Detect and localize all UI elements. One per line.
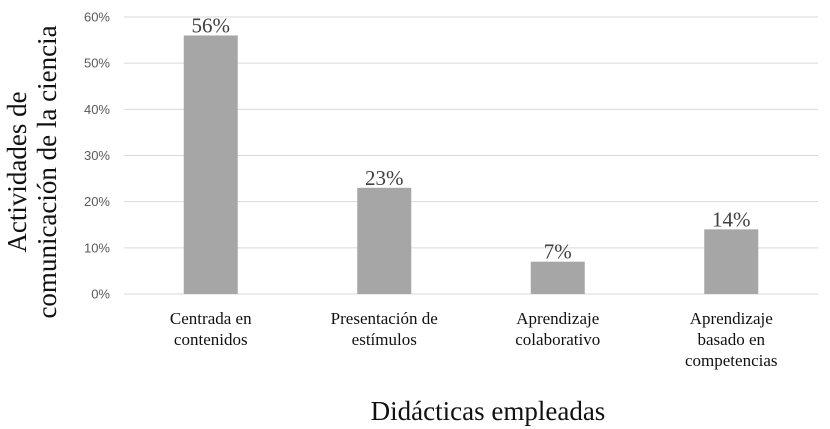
y-axis-ticks: 0% 10% 20% 30% 40% 50% 60% — [84, 10, 110, 302]
y-axis-title-line: Actividades de — [2, 91, 32, 252]
y-tick-label: 0% — [91, 287, 110, 302]
y-tick-label: 50% — [84, 56, 110, 71]
data-label: 23% — [365, 166, 404, 190]
x-axis-categories: Centrada en contenidos Presentación de estí… — [170, 309, 778, 370]
category-label-line: colaborativo — [515, 330, 600, 349]
y-tick-label: 10% — [84, 240, 110, 255]
y-axis-title: Actividades decomunicación de la ciencia — [2, 25, 62, 318]
bar — [183, 35, 238, 294]
gridlines — [124, 16, 818, 295]
y-tick-label: 20% — [84, 194, 110, 209]
category-label: Presentación de estímulos — [331, 309, 438, 349]
y-tick-label: 60% — [84, 10, 110, 25]
y-tick-label: 40% — [84, 102, 110, 117]
bar — [530, 261, 585, 294]
category-label-line: competencias — [685, 351, 778, 370]
y-axis-title-text: Actividades decomunicación de la ciencia — [2, 25, 62, 318]
bars — [183, 35, 759, 294]
data-labels: 56% 23% 7% 14% — [192, 13, 751, 263]
category-label-line: Aprendizaje — [690, 309, 773, 328]
data-label: 56% — [192, 13, 231, 37]
category-label: Aprendizaje colaborativo — [515, 309, 600, 349]
bar — [357, 187, 412, 294]
x-axis-title: Didácticas empleadas — [371, 396, 606, 426]
category-label-line: basado en — [697, 330, 765, 349]
category-label-line: Centrada en — [170, 309, 252, 328]
data-label: 7% — [544, 240, 572, 264]
category-label: Aprendizaje basado en competencias — [685, 309, 778, 370]
category-label-line: estímulos — [352, 330, 417, 349]
category-label: Centrada en contenidos — [170, 309, 252, 349]
bar — [704, 229, 759, 294]
category-label-line: Aprendizaje — [516, 309, 599, 328]
category-label-line: Presentación de — [331, 309, 438, 328]
category-label-line: contenidos — [174, 330, 248, 349]
data-label: 14% — [712, 207, 751, 231]
y-axis-title-line: comunicación de la ciencia — [32, 25, 62, 318]
y-tick-label: 30% — [84, 148, 110, 163]
